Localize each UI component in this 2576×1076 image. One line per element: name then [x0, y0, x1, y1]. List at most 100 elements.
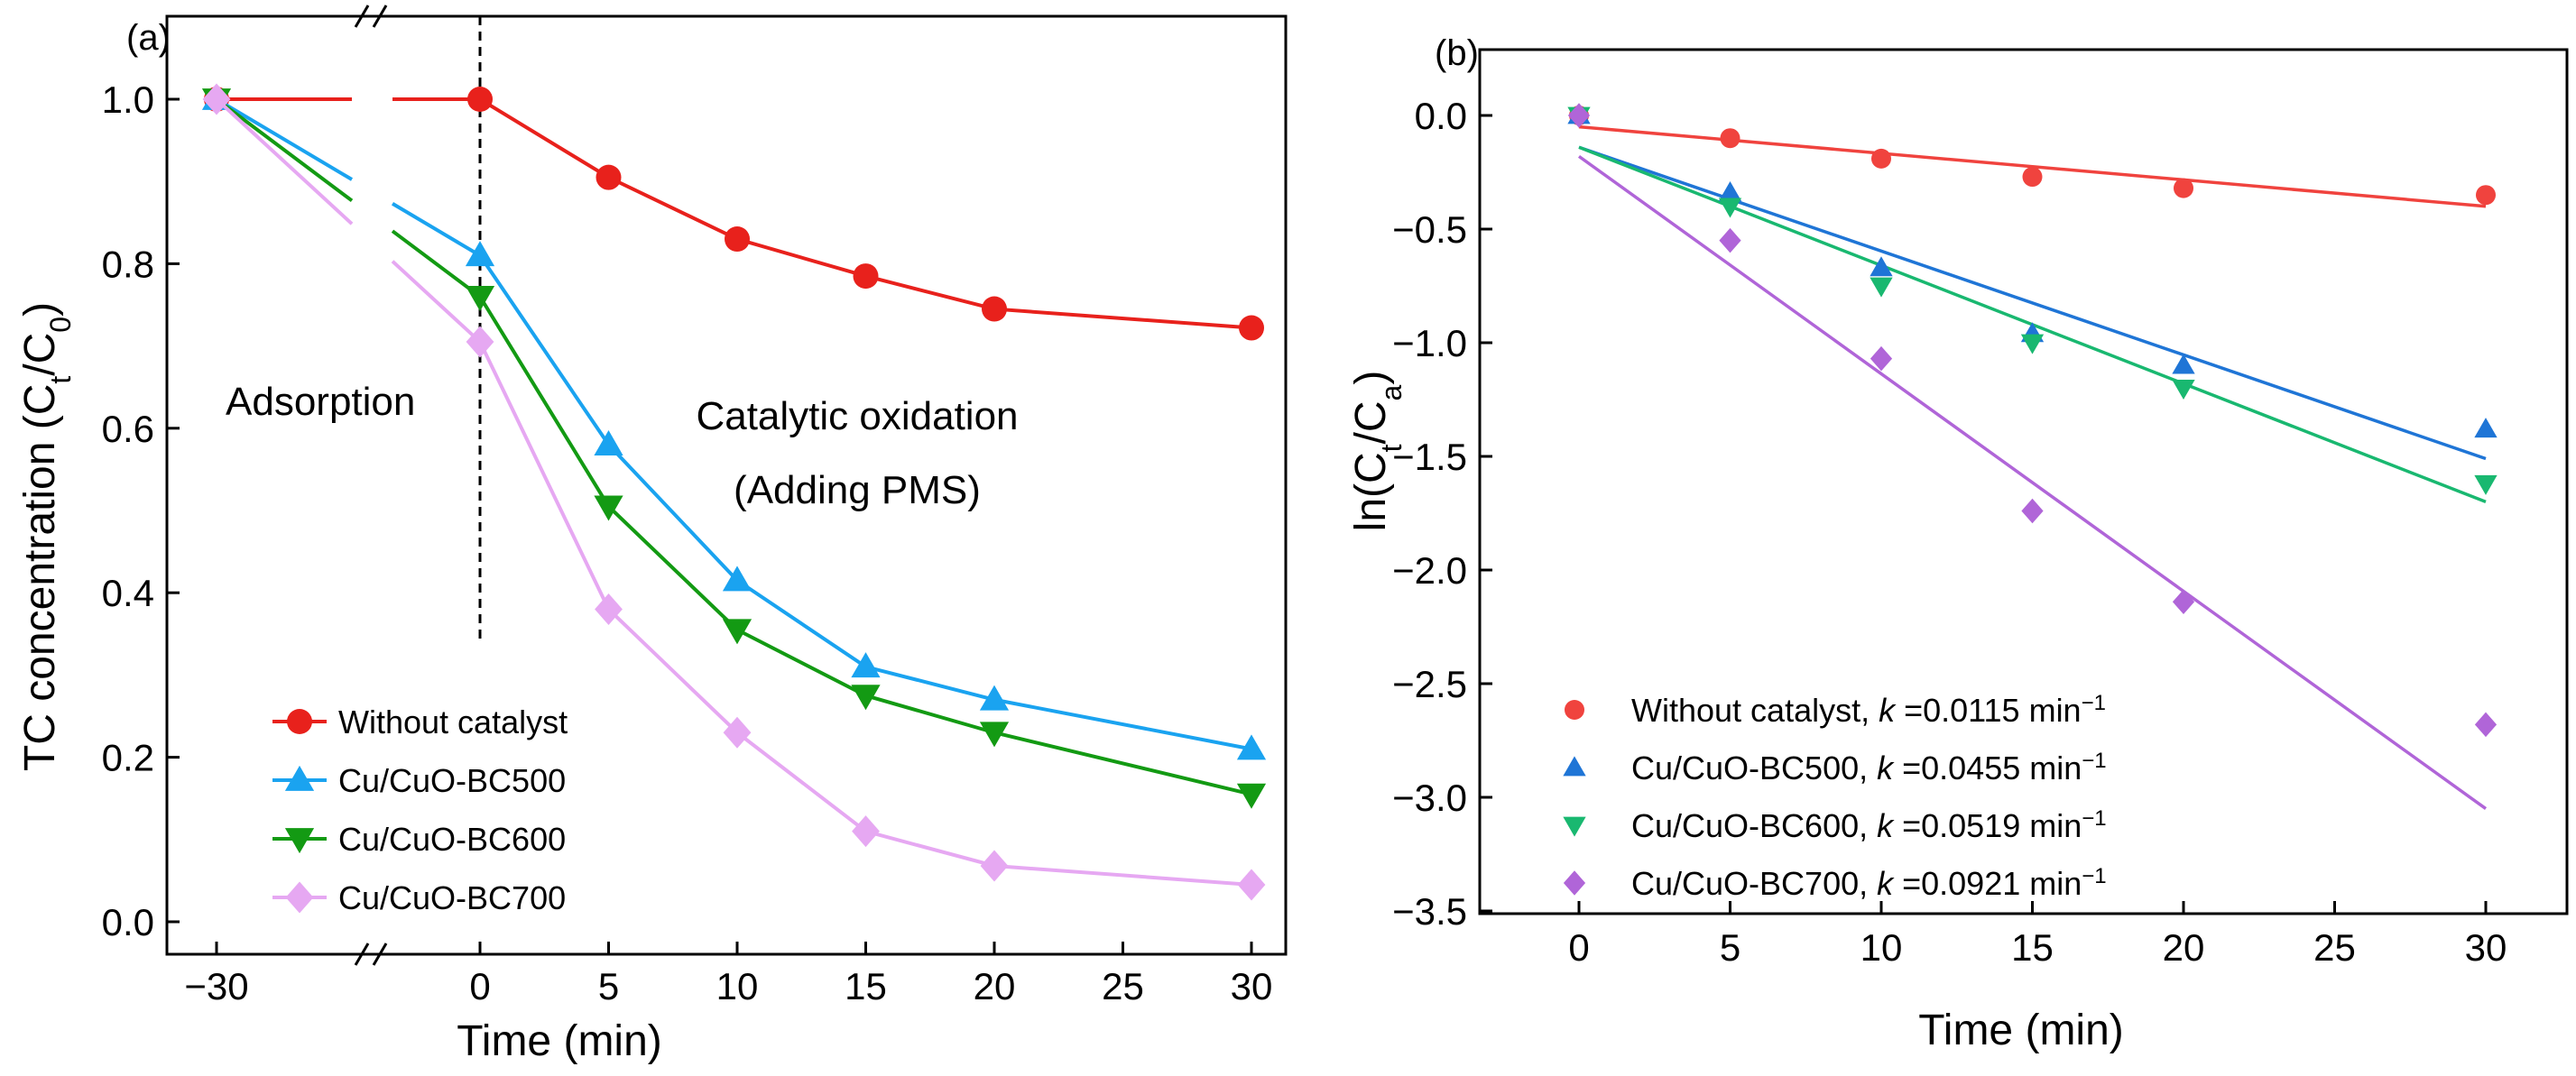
data-point-without-catalyst [467, 87, 493, 112]
data-point-cu-cuo-bc500 [851, 652, 881, 678]
legend-marker-cu-cuo-bc700 [1563, 870, 1586, 896]
y-tick-label-b: −2.0 [1392, 549, 1467, 592]
x-axis-title-a: Time (min) [457, 1017, 662, 1065]
legend-marker-cu-cuo-bc500 [1563, 756, 1586, 777]
x-tick-label-b: 20 [2163, 926, 2205, 969]
x-axis-title-b: Time (min) [1918, 1007, 2124, 1054]
legend-label-cu-cuo-bc600: Cu/CuO-BC600 [338, 821, 566, 858]
y-tick-label-b: −3.5 [1392, 890, 1467, 933]
x-tick-label-a: 10 [716, 965, 759, 1007]
data-point-cu-cuo-bc600 [722, 619, 752, 645]
panel-label-b: (b) [1435, 33, 1479, 73]
y-tick-label-a: 0.0 [102, 901, 154, 943]
x-tick-label-a: 15 [845, 965, 887, 1007]
data-point-cu-cuo-bc500 [594, 429, 623, 455]
data-point-cu-cuo-bc700 [466, 326, 494, 358]
legend-label-without-catalyst: Without catalyst [338, 704, 568, 740]
data-point-without-catalyst [1239, 315, 1264, 341]
series-line-cu-cuo-bc500 [215, 97, 354, 181]
plot-frame-a [165, 14, 1288, 956]
panel-label-a: (a) [126, 18, 171, 58]
data-point-cu-cuo-bc700 [2172, 589, 2195, 615]
y-axis-title-b: ln(Ct/Ca) [1347, 371, 1408, 532]
data-point-cu-cuo-bc700 [1567, 103, 1591, 128]
data-point-without-catalyst [1720, 128, 1740, 149]
series-line-cu-cuo-bc600 [478, 295, 1252, 796]
legend-marker-cu-cuo-bc600 [284, 828, 315, 854]
panel-a: (a) 0.0 0.2 0.4 0.6 0.8 1.0 −30 0 5 10 15 20 25 30 Ti… [16, 4, 1288, 1065]
y-tick-label-a: 1.0 [102, 78, 154, 121]
series-line-cu-cuo-bc700 [478, 341, 1252, 887]
x-tick-label-a: 30 [1231, 965, 1273, 1007]
x-tick-label-a: −30 [184, 965, 248, 1007]
y-tick-label-a: 0.2 [102, 737, 154, 779]
data-point-cu-cuo-bc600 [979, 722, 1010, 748]
data-point-cu-cuo-bc700 [2021, 498, 2044, 524]
y-tick-label-b: −2.5 [1392, 663, 1467, 705]
annotation-adding-pms: (Adding PMS) [734, 468, 981, 512]
data-point-cu-cuo-bc700 [723, 716, 752, 749]
data-point-cu-cuo-bc700 [980, 850, 1009, 882]
x-tick-label-a: 20 [974, 965, 1016, 1007]
x-tick-label-a: 0 [469, 965, 490, 1007]
data-point-cu-cuo-bc600 [2020, 334, 2045, 354]
data-point-without-catalyst [2476, 185, 2496, 206]
legend-b: Without catalyst, k =0.0115 min−1 Cu/CuO-… [1563, 691, 2107, 903]
data-point-cu-cuo-bc600 [851, 685, 881, 711]
data-point-cu-cuo-bc600 [1718, 198, 1742, 218]
x-tick-label-b: 15 [2011, 926, 2054, 969]
x-tick-label-a: 5 [598, 965, 619, 1007]
annotation-catalytic-oxidation: Catalytic oxidation [696, 394, 1018, 438]
legend-a: Without catalyst Cu/CuO-BC500 Cu/CuO-BC600… [272, 704, 568, 916]
x-tick-label-b: 5 [1720, 926, 1740, 969]
y-tick-label-b: 0.0 [1415, 95, 1467, 137]
data-point-without-catalyst [2022, 167, 2043, 188]
series-line-cu-cuo-bc500 [391, 201, 482, 257]
legend-marker-cu-cuo-bc700 [285, 881, 314, 914]
x-tick-label-b: 25 [2313, 926, 2356, 969]
x-tick-label-b: 30 [2465, 926, 2507, 969]
data-point-cu-cuo-bc700 [202, 83, 231, 115]
legend-label-cu-cuo-bc600: Cu/CuO-BC600, k =0.0519 min−1 [1631, 806, 2107, 845]
data-point-without-catalyst [853, 263, 879, 290]
data-point-cu-cuo-bc600 [465, 285, 495, 311]
data-point-cu-cuo-bc500 [1870, 256, 1893, 277]
y-tick-label-b: −0.5 [1392, 208, 1467, 251]
x-tick-label-b: 0 [1568, 926, 1589, 969]
data-point-cu-cuo-bc600 [594, 495, 623, 521]
data-point-cu-cuo-bc700 [1719, 227, 1741, 253]
data-point-cu-cuo-bc500 [2172, 354, 2195, 374]
data-point-without-catalyst [2174, 178, 2193, 198]
legend-label-cu-cuo-bc500: Cu/CuO-BC500 [338, 762, 566, 799]
data-point-cu-cuo-bc700 [2474, 712, 2498, 738]
data-point-cu-cuo-bc500 [1718, 181, 1742, 202]
legend-marker-cu-cuo-bc500 [284, 765, 315, 791]
y-tick-label-a: 0.4 [102, 572, 154, 614]
data-point-cu-cuo-bc600 [2172, 380, 2195, 400]
data-point-cu-cuo-bc700 [1237, 869, 1266, 901]
fit-line-cu-cuo-bc700 [1577, 154, 2488, 811]
data-point-without-catalyst [982, 296, 1007, 322]
data-point-cu-cuo-bc500 [2474, 418, 2498, 438]
series-line-cu-cuo-bc600 [215, 97, 354, 203]
data-point-cu-cuo-bc700 [1870, 345, 1893, 372]
annotation-adsorption: Adsorption [226, 380, 415, 424]
series-line-cu-cuo-bc500 [478, 254, 1252, 751]
data-point-cu-cuo-bc500 [979, 685, 1010, 711]
x-tick-label-a: 25 [1102, 965, 1144, 1007]
data-point-cu-cuo-bc500 [465, 241, 495, 267]
legend-label-cu-cuo-bc500: Cu/CuO-BC500, k =0.0455 min−1 [1631, 749, 2107, 787]
panel-b: (b) 0.0 −0.5 −1.0 −1.5 −2.0 −2.5 −3.0 −3.5 0 5 10 1… [1347, 33, 2569, 1054]
data-point-cu-cuo-bc500 [722, 566, 752, 592]
data-point-without-catalyst [596, 164, 622, 190]
legend-label-without-catalyst: Without catalyst, k =0.0115 min−1 [1631, 691, 2106, 730]
series-line-cu-cuo-bc700 [391, 260, 482, 344]
plot-frame-b [1478, 48, 2569, 915]
series-line-cu-cuo-bc700 [215, 97, 354, 225]
y-tick-label-b: −1.5 [1392, 436, 1467, 478]
series-line-without-catalyst [478, 97, 1252, 330]
legend-label-cu-cuo-bc700: Cu/CuO-BC700, k =0.0921 min−1 [1631, 864, 2107, 903]
data-point-cu-cuo-bc600 [1870, 277, 1893, 298]
y-tick-label-b: −1.0 [1392, 322, 1467, 364]
